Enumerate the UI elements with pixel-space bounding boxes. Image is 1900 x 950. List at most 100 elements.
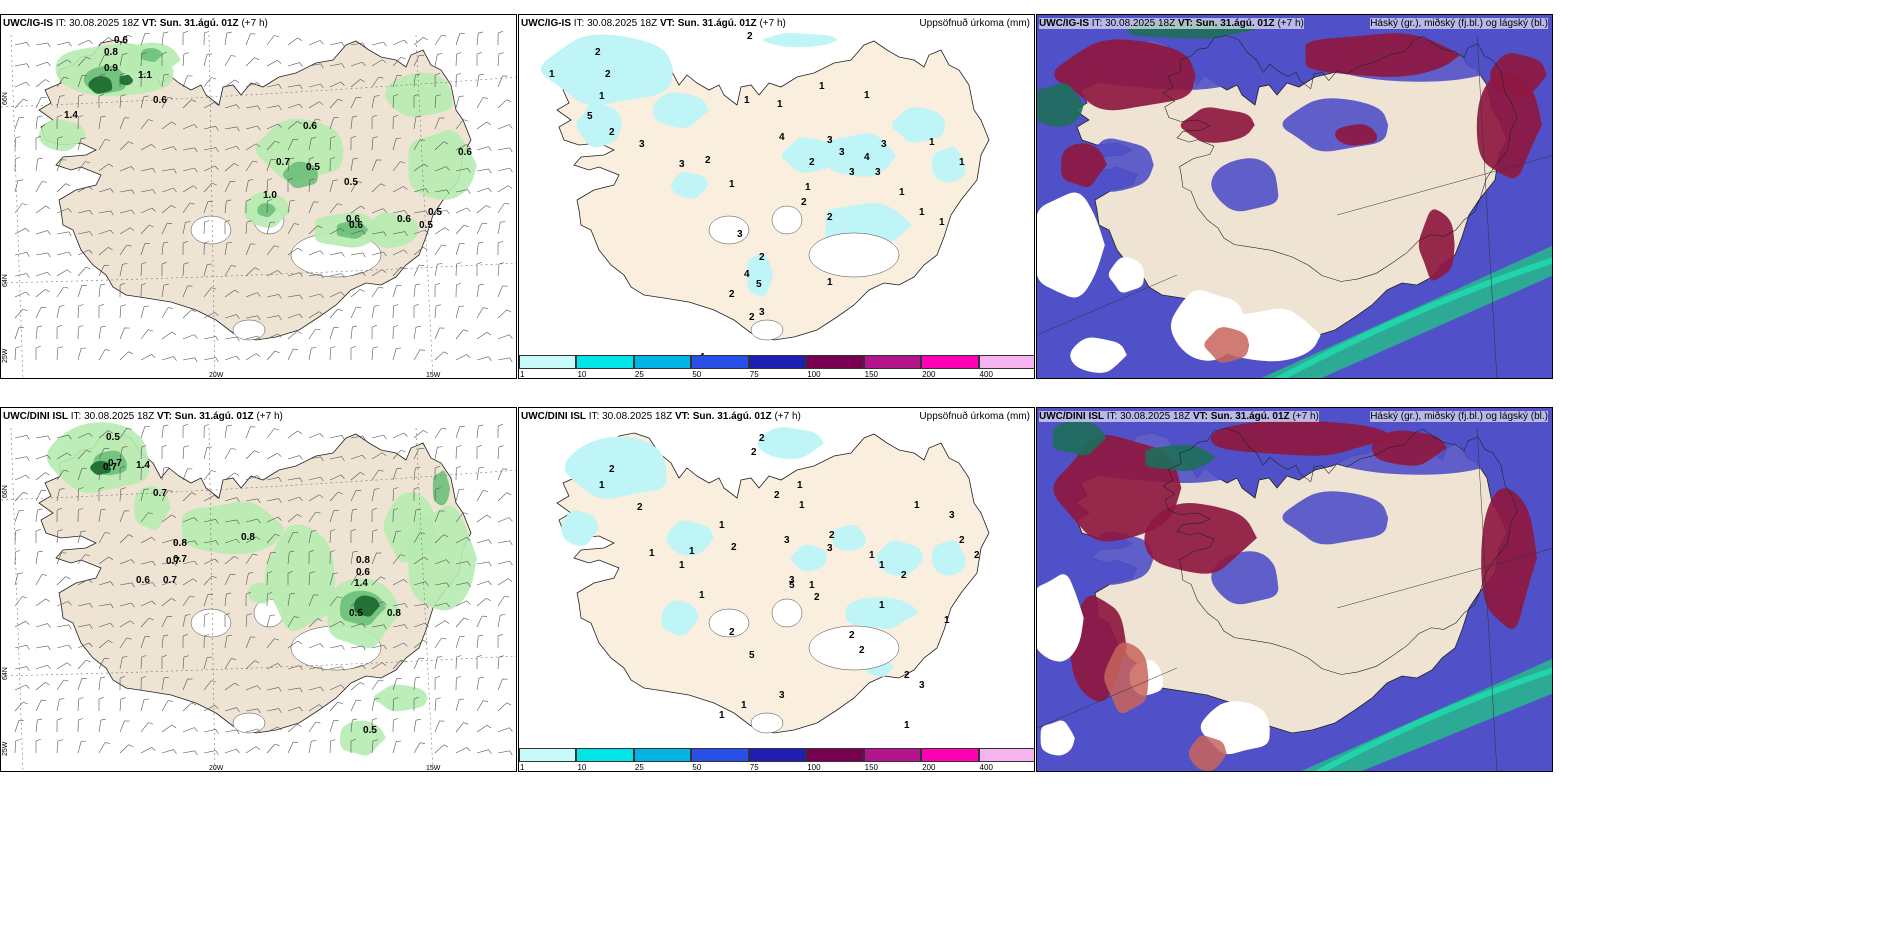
wind-barb-flag (419, 264, 425, 266)
wind-barb-flag (26, 42, 30, 47)
wind-barb-flag (378, 76, 384, 79)
wind-barb-flag (104, 657, 110, 659)
wind-barb-flag (110, 188, 114, 193)
wind-barb-flag (151, 747, 156, 751)
value-label: 2 (605, 69, 611, 80)
colorbar-tick-label: 200 (922, 370, 936, 379)
wind-barb (476, 598, 487, 607)
wind-barb (329, 273, 342, 277)
value-label: 2 (759, 433, 765, 444)
wind-barb-flag (278, 498, 282, 504)
wind-barb (497, 578, 509, 586)
panel-title: UWC/DINI ISL IT: 30.08.2025 18Z VT: Sun.… (1039, 411, 1319, 422)
value-label: 0.5 (363, 725, 377, 736)
wind-barb-flag (330, 550, 336, 553)
wind-barb (287, 496, 300, 502)
wind-barb (119, 327, 125, 340)
value-label: 1 (799, 500, 805, 511)
value-label: 2 (774, 490, 780, 501)
wind-barb (350, 289, 361, 298)
wind-barb-flag (110, 603, 114, 609)
wind-barb-flag (482, 615, 488, 617)
wind-barb (329, 740, 331, 754)
wind-barb (14, 666, 27, 670)
iceland-coastline (1162, 428, 1518, 675)
wind-barb (287, 594, 291, 607)
field-patch (790, 544, 828, 572)
colorbar-tick-label: 200 (922, 763, 936, 772)
wind-barb (350, 510, 353, 523)
wind-barb-flag (185, 221, 191, 223)
wind-barb-flag (41, 574, 47, 576)
wind-barb-flag (171, 514, 177, 518)
wind-barb (434, 54, 438, 67)
value-label: 5 (789, 580, 795, 591)
wind-barb (455, 168, 468, 172)
wind-barb-flag (25, 81, 30, 86)
wind-barb (434, 327, 440, 340)
wind-barb-flag (67, 59, 72, 64)
wind-barb (371, 251, 384, 256)
wind-barb (350, 79, 361, 88)
colorbar-swatch (921, 748, 979, 762)
wind-barb-flag (183, 445, 189, 448)
glacier-outline (808, 625, 900, 671)
wind-barb-flag (356, 699, 362, 701)
wind-barb-flag (486, 331, 492, 336)
wind-barb (434, 602, 447, 607)
wind-barb-flag (22, 701, 28, 705)
wind-barb-flag (193, 578, 198, 583)
wind-barb-flag (318, 704, 324, 708)
value-label: 2 (814, 592, 820, 603)
wind-barb (476, 580, 489, 586)
wind-barb (497, 357, 510, 361)
wind-barb-flag (204, 241, 210, 244)
wind-barb (119, 166, 132, 172)
wind-barb (140, 263, 142, 277)
wind-barb (455, 722, 464, 733)
colorbar-tick-label: 10 (577, 370, 587, 379)
wind-barb-flag (380, 576, 386, 580)
wind-barb-flag (151, 600, 156, 605)
wind-barb-flag (341, 456, 345, 462)
wind-barb (35, 181, 43, 193)
wind-barb-flag (350, 739, 356, 742)
wind-barb-flag (108, 163, 114, 167)
wind-barb-flag (441, 637, 447, 640)
wind-barb-flag (277, 270, 282, 274)
wind-barb-flag (226, 31, 232, 34)
wind-barb (245, 243, 251, 256)
wind-barb (329, 117, 335, 130)
value-label: 2 (974, 550, 980, 561)
wind-barb-flag (78, 325, 84, 328)
wind-barb (476, 468, 480, 481)
wind-barb-flag (404, 603, 408, 608)
wind-barb-flag (141, 676, 147, 679)
wind-barb (308, 741, 312, 754)
wind-barb (203, 470, 212, 481)
wind-barb-flag (47, 435, 51, 441)
axis-label: 15W (426, 765, 441, 772)
wind-barb-flag (171, 205, 176, 209)
wind-barb (203, 750, 216, 754)
wind-barb (203, 165, 216, 172)
wind-barb-flag (341, 666, 345, 672)
wind-barb (266, 35, 275, 46)
wind-barb (245, 685, 258, 691)
wind-barb (35, 598, 46, 607)
wind-barb (266, 105, 279, 109)
wind-barb-flag (352, 718, 358, 721)
wind-barb-flag (88, 249, 93, 254)
colorbar-tick-label: 25 (634, 370, 644, 379)
colorbar-tick-label: 400 (979, 370, 993, 379)
wind-barb (14, 621, 26, 628)
wind-barb-flag (466, 207, 471, 212)
wind-barb (56, 679, 64, 691)
wind-barb-flag (456, 262, 462, 265)
wind-barb-flag (467, 168, 471, 173)
value-label: 2 (729, 289, 735, 300)
wind-barb (161, 205, 172, 214)
wind-barb-flag (131, 209, 135, 215)
wind-barb (245, 353, 257, 361)
